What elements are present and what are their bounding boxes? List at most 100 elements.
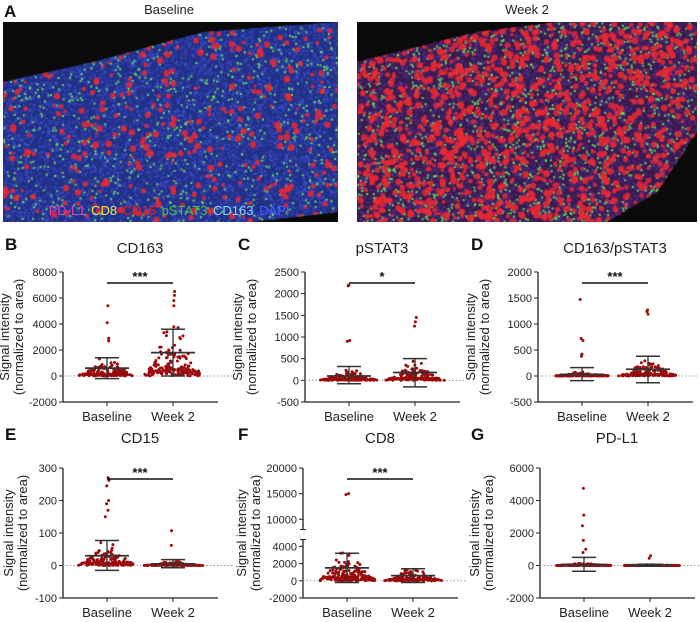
data-point	[555, 563, 559, 567]
data-point	[354, 579, 358, 583]
data-point	[164, 367, 168, 371]
data-point	[94, 562, 98, 566]
data-point-outlier	[172, 299, 176, 303]
data-point	[419, 577, 423, 581]
data-point	[168, 359, 172, 363]
image-label-baseline: Baseline	[144, 2, 194, 17]
data-point	[369, 377, 373, 381]
data-point	[345, 377, 349, 381]
data-point	[344, 368, 348, 372]
y-tick-label: 4000	[273, 541, 297, 553]
data-point-outlier	[107, 336, 111, 340]
data-point	[150, 373, 154, 377]
data-point	[142, 563, 146, 567]
data-point-outlier	[414, 316, 418, 319]
data-point-outlier	[105, 321, 109, 325]
data-point	[375, 378, 379, 382]
data-point	[420, 374, 424, 378]
data-point	[147, 369, 151, 373]
data-point	[86, 558, 90, 562]
data-point-outlier	[348, 338, 352, 342]
data-point	[331, 568, 335, 572]
panel-letter: F	[238, 425, 248, 444]
y-axis-label: Signal intensity	[234, 489, 249, 577]
data-point	[99, 561, 103, 565]
data-point	[351, 378, 355, 382]
data-point	[627, 374, 631, 378]
data-point	[358, 372, 362, 376]
data-point	[110, 363, 114, 367]
y-tick-label: -500	[277, 397, 299, 409]
x-tick-label: Baseline	[559, 605, 609, 620]
data-point-outlier	[582, 513, 586, 517]
data-point	[158, 369, 162, 373]
panel-letter-a: A	[4, 2, 17, 21]
y-axis-label: (normalized to area)	[11, 279, 26, 395]
data-point	[402, 578, 406, 582]
data-point	[160, 366, 164, 370]
chart-title: pSTAT3	[356, 240, 409, 257]
y-tick-label: 1000	[275, 332, 299, 344]
panel-letter: E	[5, 425, 16, 444]
panel-letter: C	[238, 235, 250, 254]
data-point	[154, 369, 158, 373]
data-point	[87, 374, 91, 378]
data-point	[649, 373, 653, 377]
significance-stars: ***	[372, 465, 388, 480]
data-point	[113, 558, 117, 562]
data-point	[196, 563, 200, 567]
data-point-outlier	[581, 339, 585, 343]
data-point	[352, 570, 356, 574]
panel-letter: G	[471, 425, 484, 444]
data-point	[178, 337, 182, 341]
data-point	[179, 366, 183, 370]
y-axis-label: Signal intensity	[233, 293, 245, 381]
data-point	[96, 550, 100, 554]
y-tick-label: 0	[51, 561, 57, 573]
data-point	[673, 373, 677, 377]
data-point	[159, 345, 163, 349]
data-point	[129, 563, 133, 567]
data-point	[633, 366, 637, 370]
data-point	[356, 561, 360, 565]
data-point	[411, 372, 415, 376]
data-point	[609, 563, 613, 567]
data-point	[419, 361, 423, 365]
y-tick-label: 6000	[33, 293, 57, 305]
data-point	[113, 374, 117, 378]
data-point	[332, 377, 336, 381]
data-point	[355, 569, 359, 573]
data-point	[337, 560, 341, 564]
data-point	[157, 356, 161, 360]
data-point-outlier	[581, 538, 585, 542]
data-point	[115, 368, 119, 372]
data-point	[111, 563, 115, 567]
data-point	[400, 373, 404, 377]
data-point	[624, 563, 628, 567]
x-tick-label: Week 2	[626, 409, 670, 424]
data-point	[125, 370, 129, 374]
y-tick-label: 1500	[275, 310, 299, 322]
data-point	[415, 569, 419, 573]
data-point	[111, 543, 115, 547]
data-point	[661, 370, 665, 374]
data-point	[430, 378, 434, 382]
legend-dapi: DAPI	[259, 203, 290, 218]
y-tick-label: 100	[39, 528, 57, 540]
data-point	[669, 374, 673, 378]
data-point	[430, 579, 434, 583]
data-point	[634, 370, 638, 374]
data-point	[165, 330, 169, 334]
data-point	[193, 373, 197, 377]
data-point	[323, 377, 327, 381]
data-point	[113, 361, 117, 365]
data-point	[639, 361, 643, 365]
data-point	[91, 557, 95, 561]
data-point-outlier	[107, 339, 111, 343]
data-point	[394, 578, 398, 582]
data-point	[189, 371, 193, 375]
data-point-outlier	[649, 554, 653, 558]
data-point-outlier	[103, 515, 107, 519]
chart-cd8: F CD8 Signal intensity (normalized to area)…	[234, 425, 466, 620]
data-point	[346, 560, 350, 564]
